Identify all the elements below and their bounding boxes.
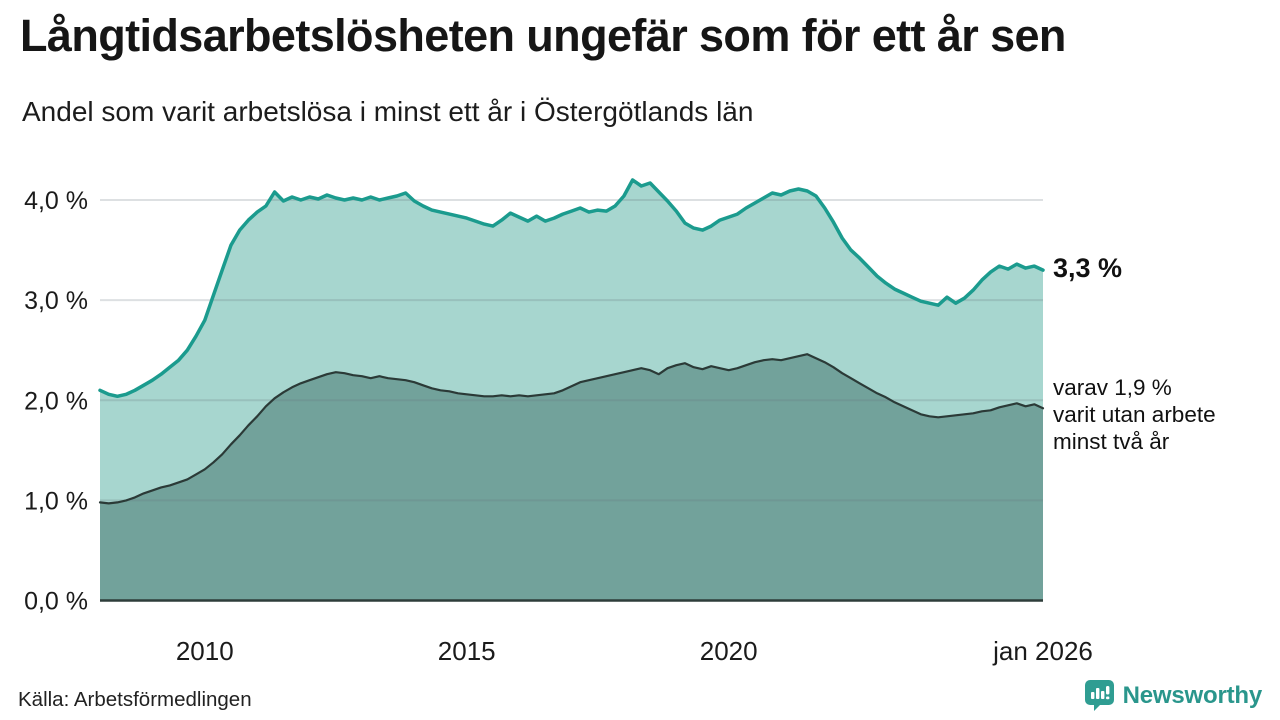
chart-subtitle: Andel som varit arbetslösa i minst ett å… (22, 96, 754, 127)
newsworthy-brand: Newsworthy (1084, 679, 1262, 712)
series-line-two-years (98, 353, 1045, 505)
chart-title: Långtidsarbetslösheten ungefär som för e… (20, 10, 1066, 61)
x-tick-label: 2010 (176, 636, 234, 666)
series-line-total (98, 178, 1045, 399)
annotation-line: minst två år (1053, 429, 1170, 454)
latest-value-label: 3,3 % (1053, 253, 1123, 283)
x-tick-label: 2020 (700, 636, 758, 666)
newsworthy-wordmark: Newsworthy (1122, 681, 1263, 709)
y-tick-label: 0,0 % (24, 588, 88, 616)
y-tick-label: 3,0 % (24, 287, 88, 315)
newsworthy-logo-icon (1084, 680, 1114, 711)
x-tick-label: jan 2026 (992, 636, 1093, 666)
annotation-line: varit utan arbete (1053, 402, 1216, 427)
secondary-value-annotation: varav 1,9 % varit utan arbete minst två … (1053, 374, 1216, 455)
y-tick-label: 4,0 % (24, 187, 88, 215)
x-tick-label: 2015 (438, 636, 496, 666)
annotation-line: varav 1,9 % (1053, 375, 1172, 400)
source-credit: Källa: Arbetsförmedlingen (18, 688, 252, 711)
y-tick-label: 1,0 % (24, 487, 88, 515)
y-tick-label: 2,0 % (24, 387, 88, 415)
series-area-two-years (100, 354, 1043, 601)
